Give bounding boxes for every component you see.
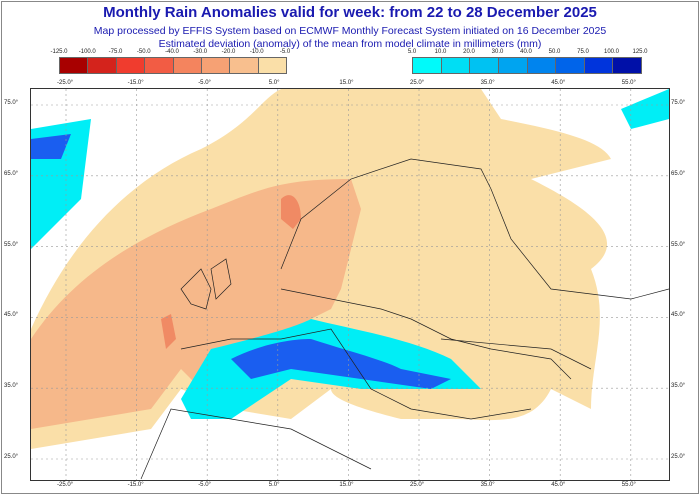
legend-swatch bbox=[613, 58, 641, 73]
legend-label: 125.0 bbox=[632, 49, 648, 55]
legend-label: -75.0 bbox=[108, 49, 123, 55]
lon-label: -5.0° bbox=[198, 482, 211, 488]
legend-label: -5.0 bbox=[279, 49, 291, 55]
dry-anomaly-moderate bbox=[31, 179, 361, 429]
lon-label: 15.0° bbox=[339, 482, 354, 488]
legend-swatch bbox=[584, 58, 614, 73]
legend-label: -100.0 bbox=[78, 49, 96, 55]
lat-label-right: 55.0° bbox=[671, 241, 686, 248]
legend-swatch bbox=[60, 58, 89, 73]
legend-swatch bbox=[556, 58, 585, 73]
legend-label: 5.0 bbox=[407, 49, 417, 55]
lon-label: -15.0° bbox=[127, 482, 144, 488]
map-subtitle-units: Estimated deviation (anomaly) of the mea… bbox=[158, 38, 542, 50]
legend-label: -20.0 bbox=[221, 49, 236, 55]
legend-swatch bbox=[201, 58, 231, 73]
lon-label: -25.0° bbox=[57, 482, 74, 488]
legend-swatch bbox=[258, 58, 286, 73]
legend-label: 40.0 bbox=[520, 49, 532, 55]
lon-label: 25.0° bbox=[410, 80, 425, 86]
lat-label-right: 75.0° bbox=[671, 100, 686, 106]
lat-label-left: 35.0° bbox=[4, 383, 19, 390]
lon-label: -25.0° bbox=[57, 80, 74, 86]
map-title: Monthly Rain Anomalies valid for week: f… bbox=[103, 4, 597, 21]
legend-swatch bbox=[230, 58, 259, 73]
lon-label: -5.0° bbox=[198, 80, 211, 86]
anomaly-map bbox=[30, 88, 670, 481]
legend-label: -40.0 bbox=[165, 49, 179, 55]
lon-label: 25.0° bbox=[410, 482, 425, 488]
lon-label: 35.0° bbox=[480, 80, 495, 86]
legend-swatch bbox=[145, 58, 174, 73]
lat-lon-grid bbox=[31, 89, 669, 480]
legend-swatch bbox=[116, 58, 146, 73]
map-subtitle-processing: Map processed by EFFIS System based on E… bbox=[93, 25, 607, 37]
anomaly-field bbox=[31, 89, 669, 449]
legend-swatch bbox=[441, 58, 471, 73]
legend-label: 10.0 bbox=[434, 49, 447, 55]
legend-label: 20.0 bbox=[463, 49, 475, 55]
lat-label-left: 65.0° bbox=[4, 170, 19, 177]
dry-anomaly-strong bbox=[161, 195, 301, 349]
legend-label: 100.0 bbox=[603, 49, 620, 55]
lon-label: 45.0° bbox=[551, 80, 566, 86]
legend-swatch bbox=[413, 58, 442, 73]
lat-label-left: 75.0° bbox=[4, 100, 19, 106]
legend-swatch bbox=[498, 58, 528, 73]
lon-label: -15.0° bbox=[127, 80, 144, 86]
legend-label: 50.0 bbox=[548, 49, 561, 55]
legend-wet-colorbar bbox=[412, 57, 642, 74]
lon-label: 5.0° bbox=[268, 482, 280, 488]
lat-label-right: 35.0° bbox=[671, 383, 686, 390]
lon-label: 45.0° bbox=[551, 482, 566, 488]
lat-label-left: 25.0° bbox=[4, 454, 19, 460]
lat-label-right: 25.0° bbox=[671, 454, 686, 460]
coastlines bbox=[140, 158, 669, 480]
legend-label: -10.0 bbox=[249, 49, 264, 55]
legend-dry-colorbar bbox=[59, 57, 287, 74]
lat-label-right: 45.0° bbox=[671, 312, 686, 319]
legend-swatch bbox=[173, 58, 202, 73]
lat-label-left: 55.0° bbox=[4, 241, 19, 248]
lon-label: 35.0° bbox=[480, 482, 495, 488]
legend-label: -50.0 bbox=[136, 49, 151, 55]
lon-label: 15.0° bbox=[339, 80, 354, 86]
legend-swatch bbox=[88, 58, 117, 73]
legend-label: 75.0 bbox=[577, 49, 589, 55]
lon-label: 55.0° bbox=[621, 482, 636, 488]
legend-label: -30.0 bbox=[193, 49, 208, 55]
legend-label: -125.0 bbox=[50, 49, 68, 55]
legend-label: 30.0 bbox=[491, 49, 504, 55]
legend-swatch bbox=[527, 58, 557, 73]
lon-label: 55.0° bbox=[621, 80, 636, 86]
lon-label: 5.0° bbox=[268, 80, 280, 86]
lat-label-right: 65.0° bbox=[671, 170, 686, 177]
lat-label-left: 45.0° bbox=[4, 312, 19, 319]
legend-swatch bbox=[470, 58, 499, 73]
